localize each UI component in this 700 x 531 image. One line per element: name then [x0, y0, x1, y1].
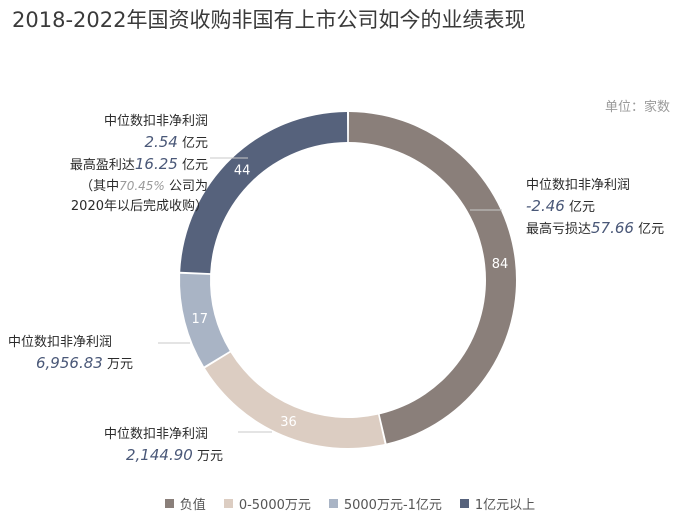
legend-swatch: [164, 499, 174, 508]
donut-segment-negative: [348, 112, 516, 444]
annotation-0-5000: 中位数扣非净利润 2,144.90 万元: [104, 425, 254, 467]
annotation-5000-1yi: 中位数扣非净利润 6,956.83 万元: [8, 333, 158, 375]
note-line2: 2020年以后完成收购）: [70, 199, 208, 214]
segment-value-label-0-5000: 36: [280, 415, 297, 430]
median-unit: 万元: [196, 449, 223, 464]
note-prefix: （其中: [80, 179, 120, 194]
donut-segment-5000-1yi: [180, 273, 230, 367]
donut-segment-0-5000: [205, 352, 385, 448]
annotation-label: 中位数扣非净利润: [104, 427, 209, 442]
chart-title: 2018-2022年国资收购非国有上市公司如今的业绩表现: [12, 8, 526, 32]
legend-label: 5000万元-1亿元: [343, 498, 442, 513]
median-unit: 亿元: [568, 200, 595, 215]
legend-item-5000-1yi: 5000万元-1亿元: [328, 494, 442, 513]
annotation-label: 中位数扣非净利润: [8, 335, 113, 350]
annotation-negative: 中位数扣非净利润 -2.46 亿元 最高亏损达57.66 亿元: [526, 176, 696, 240]
note-percent: 70.45%: [119, 179, 165, 193]
legend-item-negative: 负值: [164, 494, 206, 513]
legend-label: 1亿元以上: [474, 498, 536, 513]
note-suffix: 公司为: [168, 179, 208, 194]
median-value: -2.46: [526, 197, 565, 215]
annotation-label: 中位数扣非净利润: [526, 178, 631, 193]
median-unit: 万元: [106, 357, 133, 372]
median-unit: 亿元: [181, 136, 208, 151]
legend-label: 负值: [179, 498, 206, 513]
max-prefix: 最高盈利达: [69, 158, 135, 173]
annotation-label: 中位数扣非净利润: [103, 114, 208, 129]
max-prefix: 最高亏损达: [526, 222, 592, 237]
segment-value-label-5000-1yi: 17: [192, 312, 209, 327]
max-value: 16.25: [134, 155, 178, 173]
annotation-1yi-above: 中位数扣非净利润 2.54 亿元 最高盈利达16.25 亿元 （其中70.45%…: [28, 112, 208, 217]
unit-label: 单位：家数: [604, 100, 670, 115]
median-value: 2,144.90: [126, 446, 193, 464]
donut-segment-1yi-above: [180, 112, 348, 274]
legend-swatch: [459, 499, 469, 508]
max-unit: 亿元: [181, 158, 208, 173]
segment-value-label-1yi-above: 44: [234, 163, 251, 178]
legend-swatch: [328, 499, 338, 508]
median-value: 6,956.83: [36, 354, 103, 372]
legend-item-1yi-above: 1亿元以上: [459, 494, 536, 513]
legend-swatch: [223, 499, 233, 508]
median-value: 2.54: [144, 133, 178, 151]
legend-label: 0-5000万元: [238, 498, 311, 513]
max-value: 57.66: [591, 219, 634, 237]
chart-legend: 负值 0-5000万元 5000万元-1亿元 1亿元以上: [0, 494, 700, 513]
max-unit: 亿元: [638, 222, 665, 237]
legend-item-0-5000: 0-5000万元: [223, 494, 311, 513]
segment-value-label-negative: 84: [492, 257, 509, 272]
